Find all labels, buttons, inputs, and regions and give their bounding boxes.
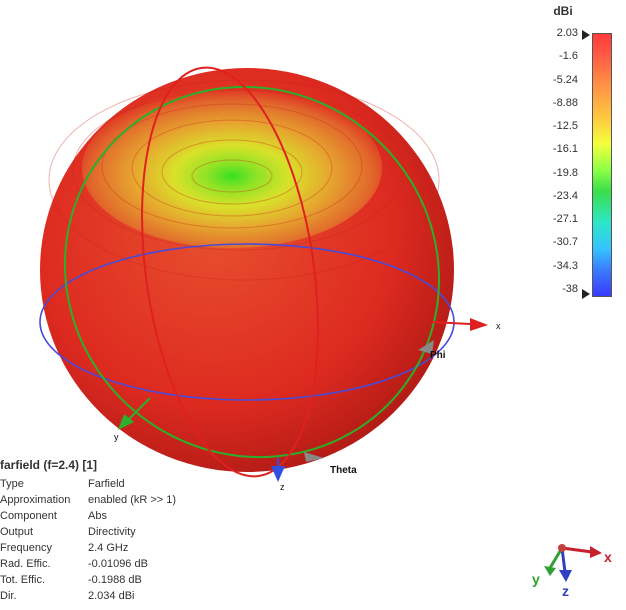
legend-tick: 2.03 xyxy=(556,27,578,39)
info-row: Approximation enabled (kR >> 1) xyxy=(0,492,260,508)
z-axis-arrow xyxy=(271,458,285,482)
info-key: Component xyxy=(0,510,57,522)
legend-tick: -38 xyxy=(562,283,578,295)
y-axis-label: y xyxy=(114,432,119,442)
info-value: 2.034 dBi xyxy=(88,590,135,602)
legend-tick: -27.1 xyxy=(552,213,578,226)
legend-min-marker[interactable] xyxy=(582,289,590,299)
phi-arrow xyxy=(418,340,434,354)
legend-ticks: 2.03 -1.6 -5.24 -8.88 -12.5 -16.1 -19.8 -23.4 -2… xyxy=(546,27,578,295)
color-legend: dBi 2.03 -1.6 -5.24 -8.88 -12.5 -16.1 -19.8 -23… xyxy=(546,2,626,302)
info-row: Dir. 2.034 dBi xyxy=(0,588,260,604)
info-row: Component Abs xyxy=(0,508,260,524)
legend-tick: -23.4 xyxy=(552,189,578,202)
orientation-triad[interactable] xyxy=(544,544,602,582)
legend-tick: -16.1 xyxy=(552,143,578,156)
theta-label: Theta xyxy=(330,465,357,476)
legend-tick: -19.8 xyxy=(552,166,578,179)
info-row: Type Farfield xyxy=(0,476,260,492)
info-value: Farfield xyxy=(88,478,125,490)
info-key: Output xyxy=(0,526,34,538)
info-key: Dir. xyxy=(0,590,17,602)
theta-arrow xyxy=(304,452,324,462)
info-value: Abs xyxy=(88,510,107,522)
info-row: Output Directivity xyxy=(0,524,260,540)
theta-cut-circle xyxy=(141,66,319,478)
legend-tick: -8.88 xyxy=(552,96,578,109)
phi-label: Phi xyxy=(430,350,446,361)
legend-tick: -30.7 xyxy=(552,236,578,249)
info-row: Tot. Effic. -0.1988 dB xyxy=(0,572,260,588)
x-axis-arrow xyxy=(431,318,488,331)
info-value: enabled (kR >> 1) xyxy=(88,494,177,506)
info-value: 2.4 GHz xyxy=(88,542,129,554)
pattern-top-null-region xyxy=(82,88,382,248)
info-key: Type xyxy=(0,478,24,490)
legend-tick: -34.3 xyxy=(552,259,578,272)
legend-colorbar xyxy=(592,33,612,297)
triad-y-label: y xyxy=(532,571,540,587)
info-rows: Type Farfield Approximation enabled (kR >> … xyxy=(0,476,260,604)
info-value: -0.01096 dB xyxy=(88,558,148,570)
y-axis-arrow xyxy=(118,397,151,430)
info-value: -0.1988 dB xyxy=(88,574,142,586)
info-key: Tot. Effic. xyxy=(0,574,46,586)
legend-tick: -5.24 xyxy=(552,73,578,86)
legend-unit: dBi xyxy=(553,4,573,18)
triad-x-label: x xyxy=(604,549,612,565)
equator-circle xyxy=(39,243,455,401)
legend-tick: -1.6 xyxy=(559,50,578,63)
info-row: Frequency 2.4 GHz xyxy=(0,540,260,556)
info-key: Rad. Effic. xyxy=(0,558,51,570)
info-value: Directivity xyxy=(88,526,136,538)
phi-cut-circle xyxy=(63,85,441,459)
z-axis-label: z xyxy=(280,482,285,492)
info-key: Approximation xyxy=(0,494,71,506)
legend-max-marker[interactable] xyxy=(582,30,590,40)
pattern-bands xyxy=(48,79,440,281)
triad-z-label: z xyxy=(562,583,569,599)
x-axis-label: x xyxy=(496,321,501,331)
legend-tick: -12.5 xyxy=(552,120,578,133)
info-title: farfield (f=2.4) [1] xyxy=(0,458,98,472)
info-key: Frequency xyxy=(0,542,52,554)
farfield-info-panel: farfield (f=2.4) [1] Type Farfield Approxi… xyxy=(0,458,260,604)
info-row: Rad. Effic. -0.01096 dB xyxy=(0,556,260,572)
